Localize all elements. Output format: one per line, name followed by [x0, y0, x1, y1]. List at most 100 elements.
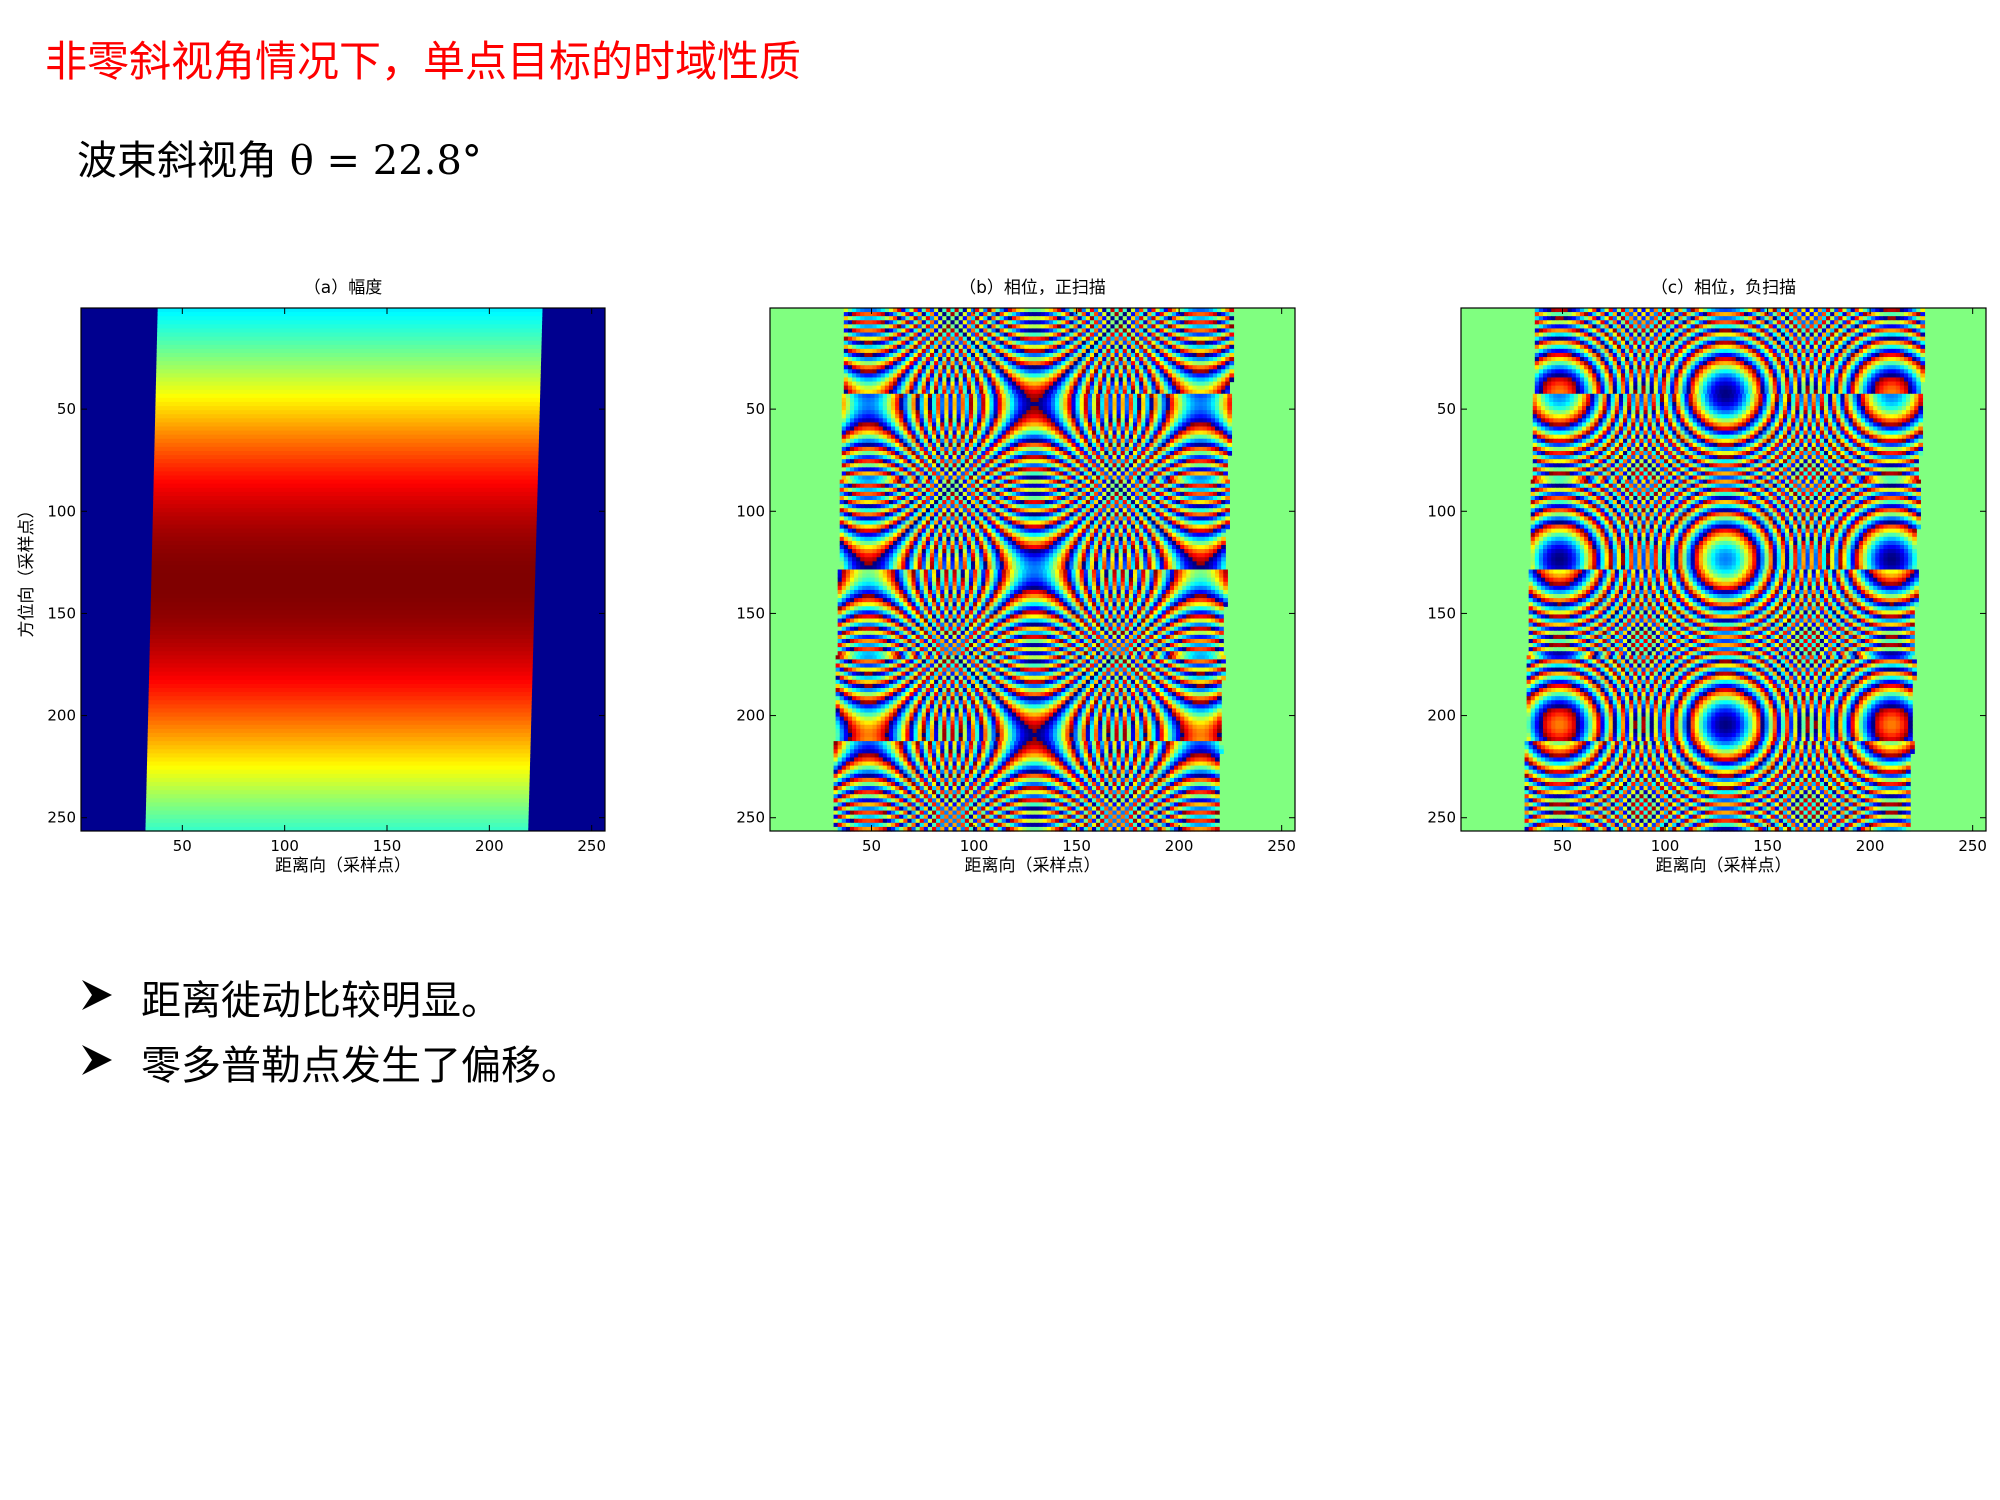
image-cell — [1104, 455, 1109, 460]
image-cell — [899, 455, 904, 460]
image-cell — [1151, 386, 1156, 391]
image-cell — [860, 369, 865, 374]
image-cell — [1201, 361, 1206, 366]
image-cell — [1106, 328, 1111, 333]
image-cell — [965, 463, 970, 468]
image-cell — [877, 390, 882, 395]
image-cell — [932, 406, 937, 411]
image-cell — [866, 394, 871, 399]
image-cell — [1172, 308, 1177, 313]
image-cell — [1096, 426, 1101, 431]
image-cell — [1129, 402, 1134, 407]
image-cell — [842, 406, 847, 411]
image-row — [156, 394, 540, 399]
image-cell — [899, 414, 904, 419]
image-cell — [879, 418, 884, 423]
image-cell — [971, 361, 976, 366]
image-cell — [1082, 337, 1087, 342]
image-cell — [1061, 500, 1066, 505]
image-cell — [1143, 316, 1148, 321]
image-cell — [850, 431, 855, 436]
image-cell — [846, 394, 851, 399]
image-cell — [895, 467, 900, 472]
image-cell — [932, 398, 937, 403]
image-cell — [852, 312, 857, 317]
image-cell — [979, 320, 984, 325]
image-row — [154, 459, 538, 464]
image-cell — [905, 512, 910, 517]
image-cell — [1110, 353, 1115, 358]
image-cell — [1211, 447, 1216, 452]
image-cell — [998, 443, 1003, 448]
image-cell — [1035, 463, 1040, 468]
image-row — [155, 431, 539, 436]
image-cell — [1172, 386, 1177, 391]
image-cell — [1199, 463, 1204, 468]
image-cell — [1153, 451, 1158, 456]
image-cell — [1076, 476, 1081, 481]
image-cell — [914, 312, 919, 317]
image-cell — [1043, 471, 1048, 476]
image-cell — [1119, 390, 1124, 395]
image-cell — [870, 402, 875, 407]
image-cell — [1092, 426, 1097, 431]
image-cell — [1112, 422, 1117, 427]
image-cell — [1192, 504, 1197, 509]
image-cell — [1057, 312, 1062, 317]
image-cell — [901, 496, 906, 501]
image-cell — [1170, 459, 1175, 464]
image-cell — [1166, 431, 1171, 436]
image-cell — [1174, 463, 1179, 468]
image-cell — [881, 390, 886, 395]
image-cell — [1205, 361, 1210, 366]
image-cell — [1092, 406, 1097, 411]
image-cell — [950, 324, 955, 329]
image-cell — [1176, 333, 1181, 338]
image-cell — [1201, 496, 1206, 501]
image-cell — [940, 394, 945, 399]
image-cell — [981, 443, 986, 448]
image-cell — [1139, 480, 1144, 485]
image-cell — [844, 386, 849, 391]
image-cell — [946, 377, 951, 382]
image-cell — [1203, 476, 1208, 481]
image-cell — [893, 496, 898, 501]
image-cell — [955, 312, 960, 317]
image-cell — [891, 447, 896, 452]
image-cell — [901, 324, 906, 329]
image-cell — [1039, 394, 1044, 399]
image-cell — [926, 492, 931, 497]
image-cell — [1033, 390, 1038, 395]
image-cell — [1168, 496, 1173, 501]
image-cell — [1108, 439, 1113, 444]
image-cell — [903, 435, 908, 440]
image-row — [151, 574, 535, 579]
image-cell — [998, 398, 1003, 403]
image-cell — [1102, 386, 1107, 391]
image-cell — [1219, 451, 1224, 456]
image-cell — [1035, 447, 1040, 452]
image-cell — [1137, 463, 1142, 468]
image-cell — [922, 312, 927, 317]
image-cell — [1115, 492, 1120, 497]
image-row — [151, 598, 535, 603]
image-cell — [1112, 406, 1117, 411]
image-cell — [846, 459, 851, 464]
image-cell — [991, 373, 996, 378]
image-cell — [875, 398, 880, 403]
image-cell — [1201, 320, 1206, 325]
image-cell — [1086, 386, 1091, 391]
image-cell — [918, 345, 923, 350]
image-cell — [1104, 476, 1109, 481]
image-cell — [899, 447, 904, 452]
image-cell — [959, 361, 964, 366]
image-cell — [1182, 467, 1187, 472]
image-row — [150, 655, 533, 660]
image-cell — [926, 312, 931, 317]
image-cell — [932, 471, 937, 476]
image-cell — [916, 443, 921, 448]
image-cell — [1211, 394, 1216, 399]
image-cell — [944, 439, 949, 444]
image-cell — [887, 447, 892, 452]
image-cell — [1102, 324, 1107, 329]
